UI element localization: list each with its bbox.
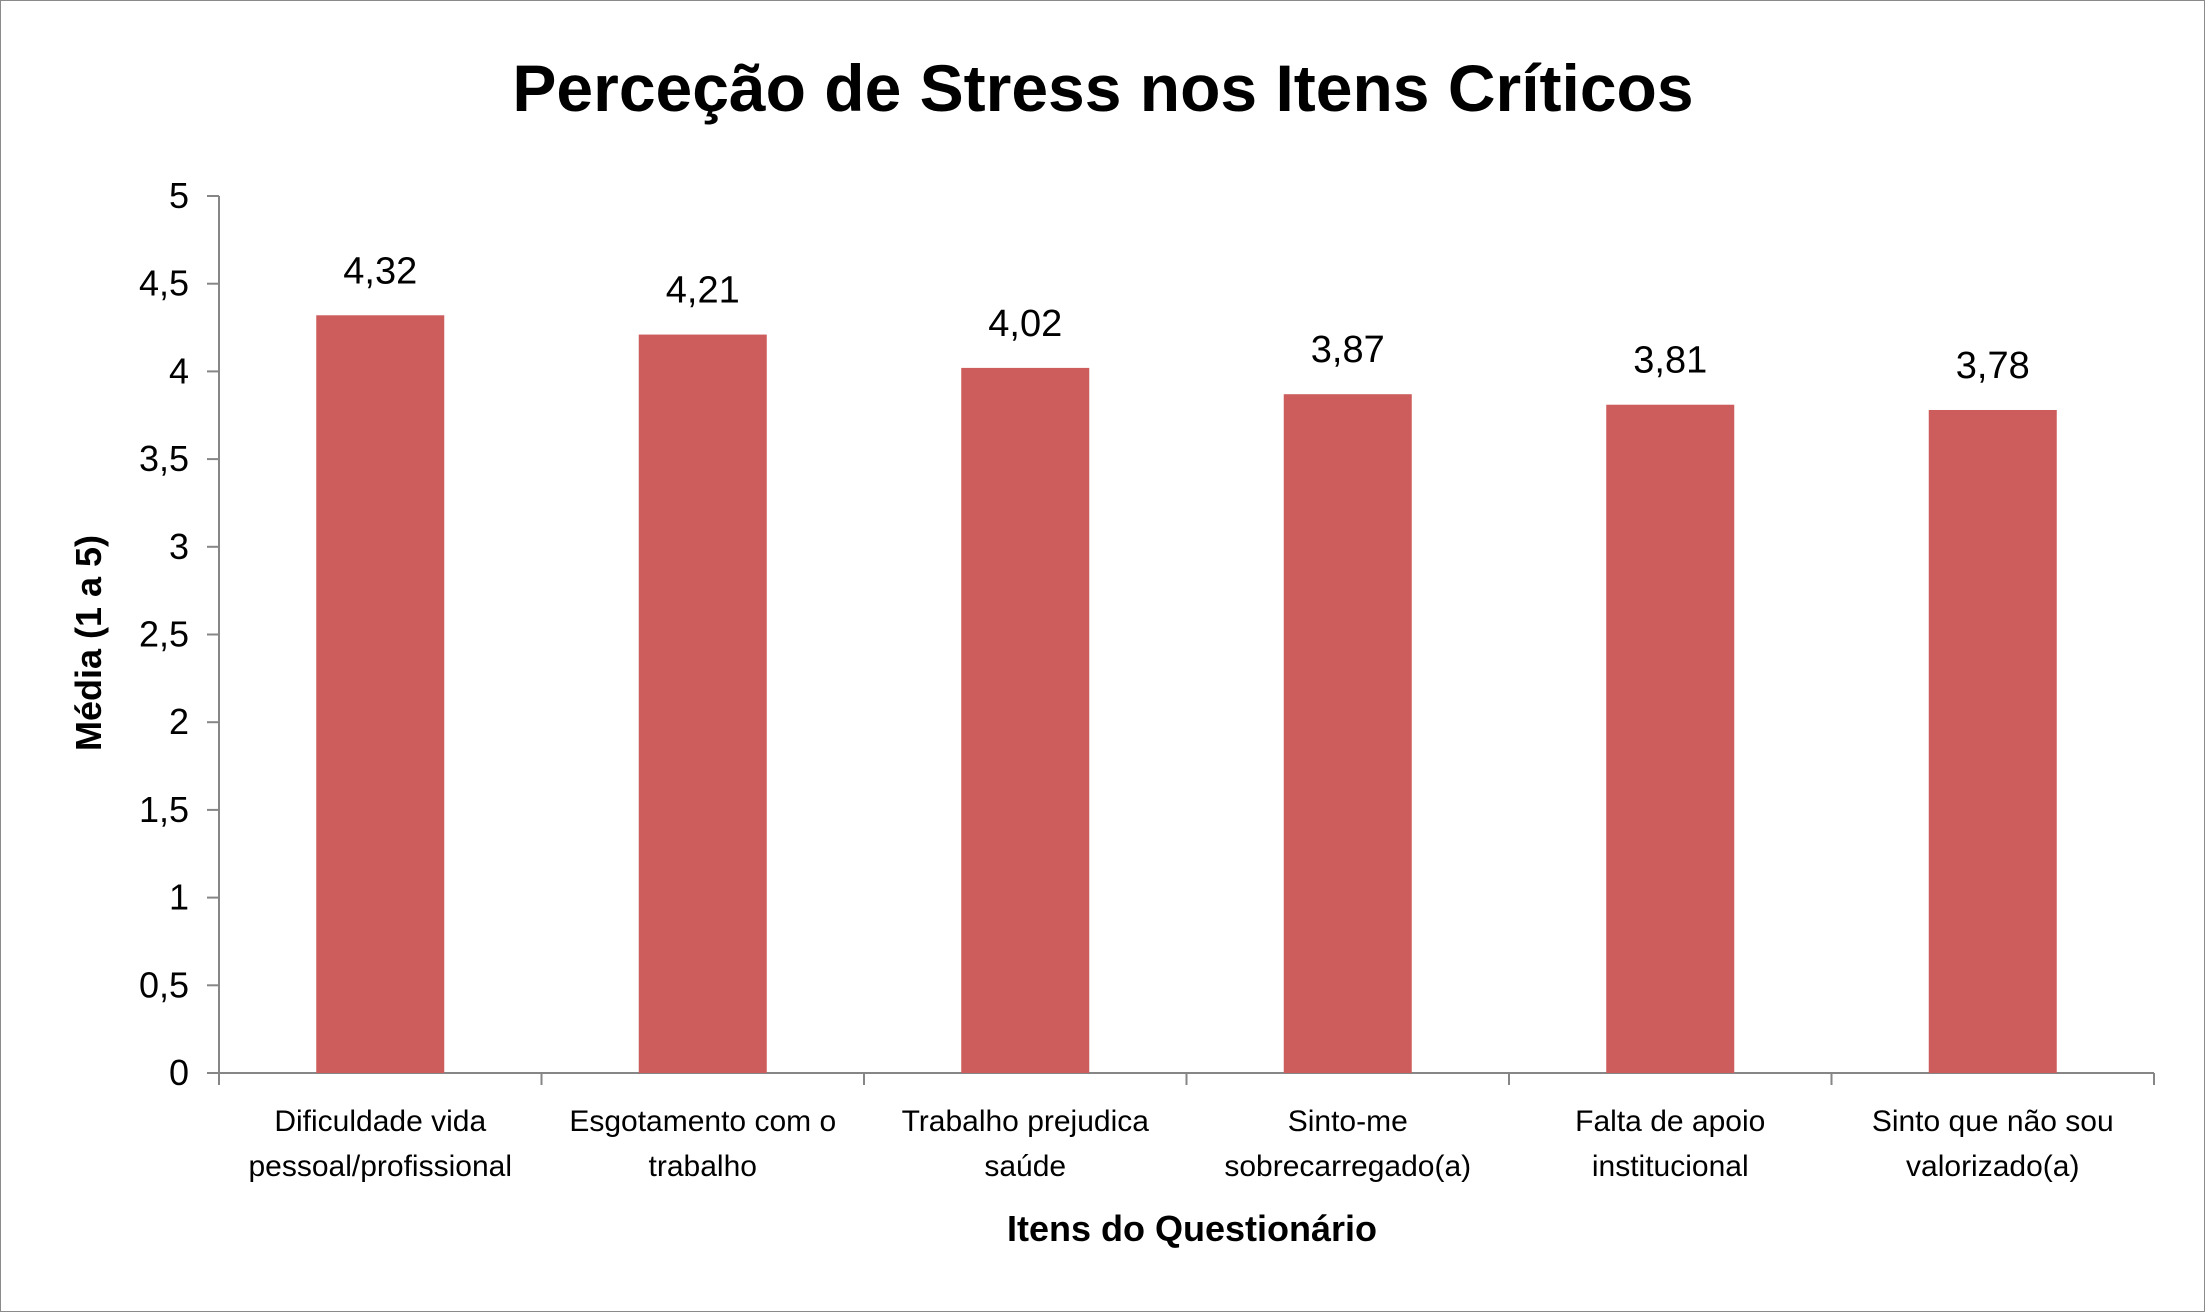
category-label: pessoal/profissional <box>249 1150 512 1183</box>
category-label: saúde <box>984 1150 1066 1183</box>
data-labels: 4,32 4,21 4,02 3,87 3,81 3,78 <box>343 250 2029 387</box>
y-tick-label: 1 <box>169 877 189 918</box>
bar <box>961 367 1090 1074</box>
bar <box>1928 409 2057 1073</box>
category-label: institucional <box>1592 1150 1749 1183</box>
category-label: valorizado(a) <box>1906 1150 2079 1183</box>
category-label: Sinto-me <box>1288 1105 1408 1138</box>
y-tick-label: 5 <box>169 175 189 216</box>
data-label: 4,21 <box>666 270 740 312</box>
bars <box>316 315 2057 1074</box>
category-label: Falta de apoio <box>1575 1105 1765 1138</box>
y-axis: 0 0,5 1 1,5 2 2,5 3 3,5 4 4,5 5 <box>139 175 220 1093</box>
y-tick-label: 4 <box>169 350 189 391</box>
y-axis-title: Média (1 a 5) <box>68 535 109 751</box>
y-tick-label: 0,5 <box>139 964 189 1005</box>
category-label: Esgotamento com o <box>569 1105 836 1138</box>
bar <box>316 315 445 1074</box>
data-label: 3,87 <box>1311 329 1385 371</box>
category-label: sobrecarregado(a) <box>1224 1150 1471 1183</box>
x-axis-title: Itens do Questionário <box>1007 1208 1377 1249</box>
bar <box>638 334 767 1073</box>
y-tick-label: 3 <box>169 526 189 567</box>
data-label: 3,78 <box>1956 345 2030 387</box>
data-label: 4,02 <box>988 303 1062 345</box>
chart-title: Perceção de Stress nos Itens Críticos <box>512 51 1693 125</box>
y-tick-label: 3,5 <box>139 438 189 479</box>
y-tick-label: 0 <box>169 1052 189 1093</box>
data-label: 3,81 <box>1633 340 1707 382</box>
y-tick-label: 2 <box>169 701 189 742</box>
bar <box>1606 404 1735 1073</box>
category-label: Trabalho prejudica <box>902 1105 1150 1138</box>
category-label: Sinto que não sou <box>1872 1105 2114 1138</box>
bar <box>1283 394 1412 1073</box>
y-tick-label: 1,5 <box>139 789 189 830</box>
y-tick-label: 2,5 <box>139 614 189 655</box>
category-label: Dificuldade vida <box>274 1105 486 1138</box>
x-axis <box>218 1072 2155 1085</box>
category-labels: Dificuldade vida pessoal/profissional Esgo… <box>249 1105 2114 1183</box>
y-tick-label: 4,5 <box>139 263 189 304</box>
category-label: trabalho <box>649 1150 757 1183</box>
data-label: 4,32 <box>343 250 417 292</box>
